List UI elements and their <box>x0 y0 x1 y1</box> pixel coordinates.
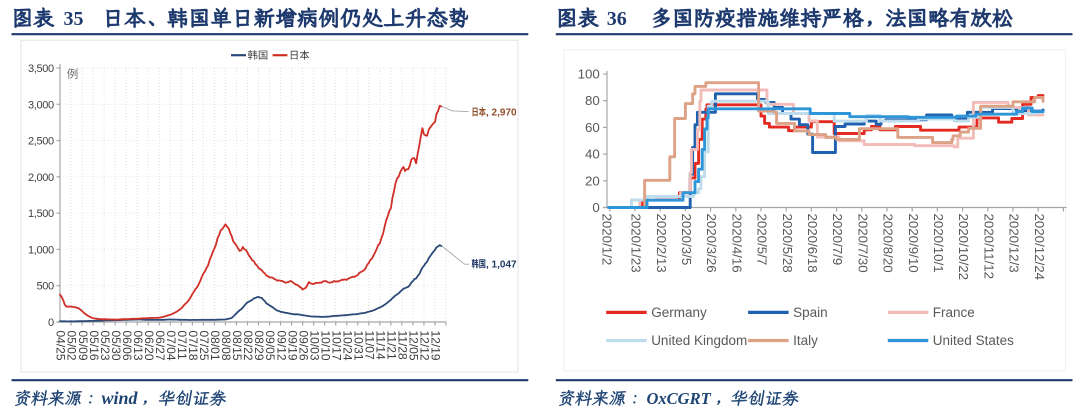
svg-text:05/23: 05/23 <box>98 331 112 361</box>
svg-text:2020/5/7: 2020/5/7 <box>755 214 770 266</box>
svg-text:08/29: 08/29 <box>252 331 266 361</box>
svg-text:09/19: 09/19 <box>285 331 299 361</box>
svg-text:0: 0 <box>48 317 54 329</box>
svg-text:04/25: 04/25 <box>54 331 68 361</box>
svg-text:2020/5/28: 2020/5/28 <box>780 214 795 273</box>
svg-text:07/04: 07/04 <box>164 331 178 361</box>
svg-text:, 2,970: , 2,970 <box>486 108 517 119</box>
svg-text:60: 60 <box>585 120 600 135</box>
svg-text:40: 40 <box>585 147 600 162</box>
svg-text:05/09: 05/09 <box>76 331 90 361</box>
svg-text:1,500: 1,500 <box>28 208 54 220</box>
svg-text:Spain: Spain <box>793 305 828 320</box>
svg-text:2020/3/5: 2020/3/5 <box>679 214 694 266</box>
svg-text:2,000: 2,000 <box>28 172 54 184</box>
svg-text:11/07: 11/07 <box>363 331 377 360</box>
svg-text:06/06: 06/06 <box>120 331 134 361</box>
svg-text:2020/4/16: 2020/4/16 <box>729 214 744 273</box>
svg-text:2020/12/3: 2020/12/3 <box>1007 214 1022 273</box>
svg-text:2020/10/1: 2020/10/1 <box>931 214 946 273</box>
svg-text:OxCGRT: OxCGRT <box>647 389 712 408</box>
svg-text:France: France <box>933 305 975 320</box>
svg-text:12/12: 12/12 <box>418 331 432 361</box>
svg-text:2020/7/30: 2020/7/30 <box>855 214 870 273</box>
svg-text:05/30: 05/30 <box>109 331 123 361</box>
svg-text:09/26: 09/26 <box>296 331 310 361</box>
svg-text:09/12: 09/12 <box>274 331 288 361</box>
svg-text:, 1,047: , 1,047 <box>486 259 517 270</box>
svg-text:3,500: 3,500 <box>28 63 54 75</box>
svg-text:10/31: 10/31 <box>352 331 366 361</box>
svg-text:20: 20 <box>585 173 600 188</box>
svg-text:100: 100 <box>578 67 600 82</box>
svg-text:06/20: 06/20 <box>142 331 156 361</box>
svg-text:Germany: Germany <box>651 305 707 320</box>
svg-text:36: 36 <box>607 8 627 30</box>
svg-text:11/14: 11/14 <box>374 331 388 360</box>
svg-text:2020/10/22: 2020/10/22 <box>956 214 971 281</box>
svg-text:10/17: 10/17 <box>329 331 343 361</box>
svg-text:06/13: 06/13 <box>131 331 145 361</box>
svg-text:wind: wind <box>102 388 139 408</box>
svg-text:08/01: 08/01 <box>208 331 222 361</box>
svg-text:08/08: 08/08 <box>219 331 233 361</box>
svg-text:10/24: 10/24 <box>340 331 354 361</box>
svg-text:0: 0 <box>592 200 599 215</box>
svg-text:United Kingdom: United Kingdom <box>651 333 747 348</box>
svg-text:08/15: 08/15 <box>230 331 244 361</box>
svg-text:3,000: 3,000 <box>28 99 54 111</box>
svg-text:1,000: 1,000 <box>28 244 54 256</box>
svg-text:11/28: 11/28 <box>396 331 410 360</box>
svg-text:2020/2/13: 2020/2/13 <box>654 214 669 273</box>
svg-text:07/11: 07/11 <box>175 331 189 360</box>
svg-text:08/22: 08/22 <box>241 331 255 361</box>
svg-text:2020/9/10: 2020/9/10 <box>906 214 921 273</box>
svg-text:500: 500 <box>36 281 54 293</box>
svg-text:05/16: 05/16 <box>87 331 101 361</box>
svg-text:Italy: Italy <box>793 333 818 348</box>
svg-text:2020/1/23: 2020/1/23 <box>629 214 644 273</box>
svg-text:2,500: 2,500 <box>28 136 54 148</box>
svg-text:2020/7/9: 2020/7/9 <box>830 214 845 266</box>
svg-text:2020/8/20: 2020/8/20 <box>881 214 896 273</box>
svg-text:05/02: 05/02 <box>65 331 79 361</box>
svg-text:2020/12/24: 2020/12/24 <box>1032 214 1047 281</box>
svg-text:09/05: 09/05 <box>263 331 277 361</box>
svg-text:12/05: 12/05 <box>407 331 421 361</box>
svg-text:10/03: 10/03 <box>307 331 321 361</box>
svg-text:11/21: 11/21 <box>385 331 399 360</box>
svg-text:06/27: 06/27 <box>153 331 167 361</box>
svg-text:80: 80 <box>585 93 600 108</box>
svg-text:07/25: 07/25 <box>197 331 211 361</box>
svg-text:12/19: 12/19 <box>429 331 443 361</box>
svg-text:10/10: 10/10 <box>318 331 332 361</box>
svg-text:2020/3/26: 2020/3/26 <box>704 214 719 273</box>
svg-text:35: 35 <box>64 8 84 30</box>
svg-text:2020/6/18: 2020/6/18 <box>805 214 820 273</box>
svg-text:07/18: 07/18 <box>186 331 200 361</box>
svg-text:United States: United States <box>933 333 1014 348</box>
svg-text:2020/1/2: 2020/1/2 <box>599 214 614 266</box>
svg-text:2020/11/12: 2020/11/12 <box>981 214 996 280</box>
